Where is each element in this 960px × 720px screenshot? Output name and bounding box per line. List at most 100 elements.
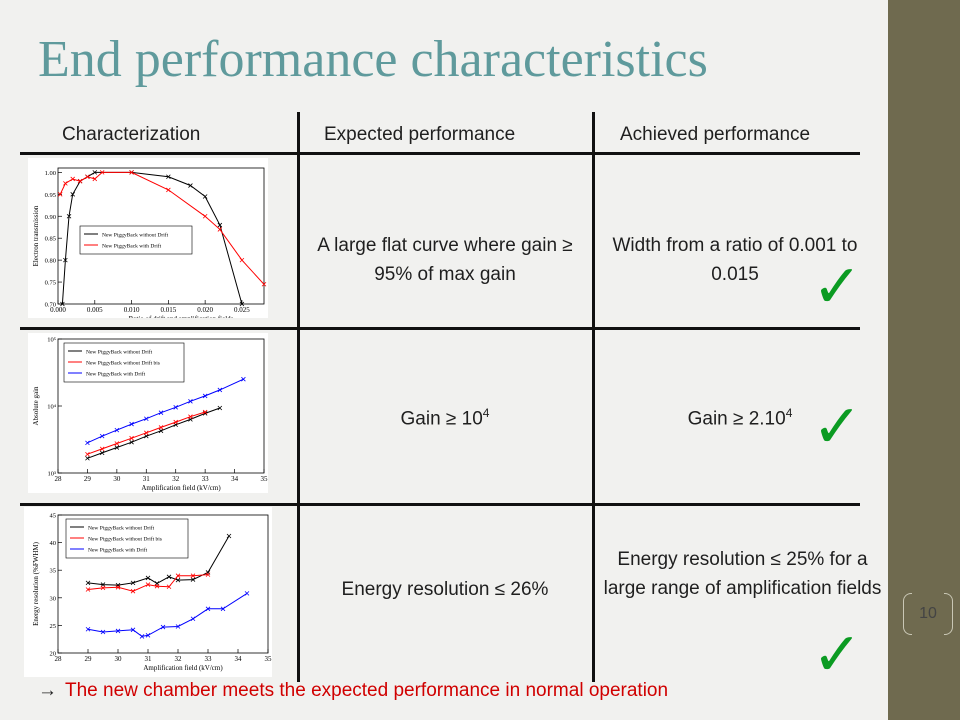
y-tick-label: 0.70: [45, 302, 56, 309]
data-point: [130, 580, 136, 586]
header-characterization: Characterization: [62, 124, 201, 145]
data-point: [166, 574, 172, 580]
x-tick-label: 0.015: [160, 306, 176, 314]
check-icon: ✓: [812, 392, 863, 462]
header-expected: Expected performance: [324, 124, 516, 145]
legend-label: New PiggyBack without Drift bis: [86, 360, 160, 367]
x-axis-label: Ratio of drift and amplification fields: [129, 315, 234, 318]
row2-achieved-exponent: 4: [785, 406, 793, 420]
plot-frame: [57, 514, 269, 654]
data-point: [66, 213, 72, 219]
table-header-rule: [20, 152, 860, 155]
data-point: [70, 192, 75, 197]
check-icon: ✓: [812, 620, 863, 690]
y-tick-label: 30: [50, 595, 57, 602]
data-point: [144, 433, 149, 439]
data-point: [202, 213, 208, 219]
row2-expected-base: Gain ≥ 10: [400, 408, 483, 430]
y-tick-label: 1.00: [45, 170, 56, 177]
x-tick-label: 0.010: [124, 306, 140, 314]
data-point: [158, 428, 164, 434]
data-point: [217, 405, 223, 411]
y-tick-label: 0.80: [45, 258, 56, 265]
x-tick-label: 28: [55, 655, 63, 663]
x-tick-label: 32: [175, 655, 183, 663]
conclusion: → The new chamber meets the expected perf…: [38, 680, 668, 702]
series-line: [87, 407, 221, 459]
data-point: [220, 606, 226, 612]
series-line: [87, 378, 244, 444]
data-point: [158, 425, 164, 430]
data-point: [217, 387, 223, 393]
data-point: [85, 455, 90, 461]
data-point: [190, 616, 196, 622]
data-point: [99, 446, 105, 452]
row2-expected: Gain ≥ 104: [305, 399, 585, 433]
x-tick-label: 0.000: [50, 306, 66, 314]
page-number-bracket-right: [944, 593, 953, 635]
x-tick-label: 31: [143, 475, 151, 483]
data-point: [173, 419, 178, 425]
data-point: [188, 414, 193, 420]
header-achieved: Achieved performance: [620, 124, 811, 145]
legend-box: [63, 342, 185, 383]
data-point: [129, 421, 134, 427]
data-point: [139, 634, 145, 639]
page-number-value: 10: [919, 605, 937, 622]
x-tick-label: 28: [55, 475, 63, 483]
data-point: [100, 582, 106, 587]
data-point: [261, 281, 267, 287]
data-point: [77, 178, 83, 184]
row1-expected: A large flat curve where gain ≥ 95% of m…: [317, 235, 573, 285]
data-point: [202, 194, 208, 199]
plot-absolute-gain: 28 29 30 31 32 33 34 35 10³ 10⁴ 10⁵ Amplification f…: [28, 333, 268, 493]
y-tick-label: 20: [50, 651, 57, 658]
y-tick-label: 40: [50, 540, 57, 547]
x-tick-label: 32: [172, 475, 180, 483]
y-tick-label: 0.90: [45, 214, 56, 221]
data-point: [129, 170, 134, 175]
data-point: [144, 416, 149, 422]
table-divider-2: [592, 112, 595, 682]
y-tick-label: 0.75: [45, 280, 56, 287]
data-point: [70, 176, 75, 182]
x-tick-label: 0.025: [234, 306, 250, 314]
series-line: [87, 574, 209, 592]
data-point: [145, 582, 151, 587]
legend-box: [65, 518, 189, 559]
data-point: [85, 626, 91, 632]
data-point: [85, 580, 91, 586]
data-point: [63, 181, 68, 186]
data-point: [205, 606, 211, 612]
x-tick-label: 29: [85, 655, 93, 663]
row2-expected-exponent: 4: [482, 406, 490, 420]
x-tick-label: 35: [265, 655, 273, 663]
y-tick-label: 25: [50, 623, 57, 630]
data-point: [202, 393, 208, 399]
data-point: [217, 222, 223, 228]
y-axis-label: Electron transmission: [32, 205, 40, 266]
data-point: [226, 533, 232, 539]
y-tick-label: 10³: [48, 471, 57, 478]
data-point: [100, 585, 106, 591]
data-point: [100, 629, 106, 635]
data-point: [239, 301, 245, 307]
plot-energy-resolution-svg: 28 29 30 31 32 33 34 35 20 25 30 35 40 45 Amplificatio…: [32, 513, 273, 673]
x-axis-label: Amplification field (kV/cm): [143, 664, 223, 672]
x-tick-label: 0.005: [87, 306, 103, 314]
x-tick-label: 34: [235, 655, 243, 663]
data-point: [205, 570, 211, 575]
plot-absolute-gain-svg: 28 29 30 31 32 33 34 35 10³ 10⁴ 10⁵ Amplification f…: [32, 337, 268, 493]
data-point: [85, 174, 90, 180]
data-point: [244, 591, 250, 596]
data-point: [63, 257, 68, 263]
y-axis-label: Absolute gain: [32, 386, 40, 426]
plot-energy-resolution: 28 29 30 31 32 33 34 35 20 25 30 35 40 45 Amplificatio…: [24, 507, 272, 677]
x-tick-label: 34: [231, 475, 239, 483]
legend-label: New PiggyBack without Drift: [88, 525, 155, 532]
data-point: [202, 409, 208, 415]
data-point: [92, 176, 98, 182]
data-point: [92, 170, 98, 175]
legend-label: New PiggyBack without Drift bis: [88, 536, 162, 543]
x-tick-label: 33: [205, 655, 213, 663]
